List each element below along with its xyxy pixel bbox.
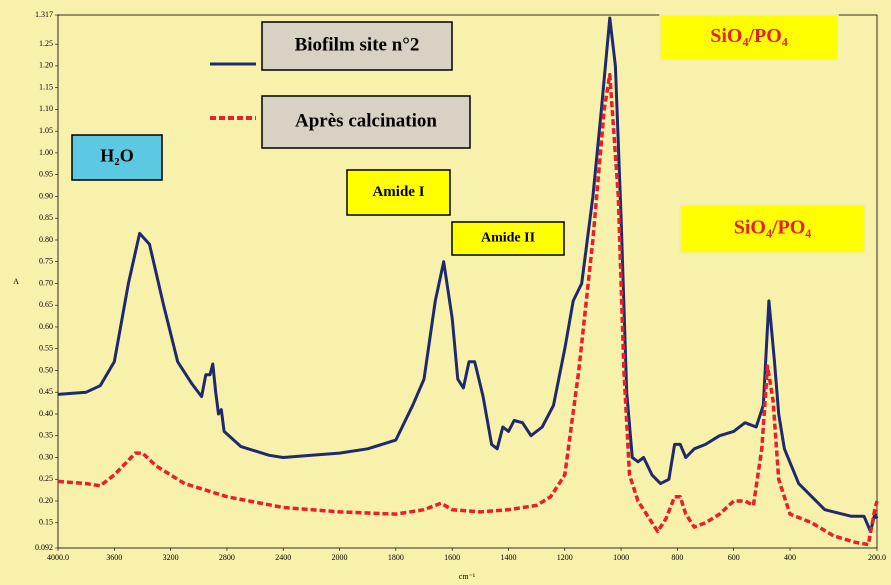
- x-tick-label: 400: [784, 553, 796, 562]
- x-axis-label: cm⁻¹: [459, 572, 476, 581]
- series-line: [57, 72, 879, 547]
- x-tick-label: 2800: [219, 553, 235, 562]
- annotation: SiO₄/PO₄: [734, 217, 812, 239]
- y-tick-label: 1.05: [39, 126, 53, 135]
- annotation-box: [346, 169, 451, 216]
- x-tick-label: 1000: [613, 553, 629, 562]
- annotation: H₂O: [100, 146, 133, 166]
- y-tick-label: 0.35: [39, 431, 53, 440]
- x-tick-label: 800: [671, 553, 683, 562]
- y-axis-label: A: [13, 277, 19, 286]
- y-tick-label: 0.15: [39, 518, 53, 527]
- y-tick-label: 0.85: [39, 213, 53, 222]
- y-tick-label: 0.80: [39, 235, 53, 244]
- y-tick-label: 0.45: [39, 387, 53, 396]
- y-tick-label: 0.20: [39, 496, 53, 505]
- x-tick-label: 600: [728, 553, 740, 562]
- annotation-box: [659, 14, 839, 61]
- y-tick-label: 0.60: [39, 322, 53, 331]
- y-tick-label: 0.55: [39, 344, 53, 353]
- y-tick-label: 0.65: [39, 300, 53, 309]
- x-tick-label: 2400: [275, 553, 291, 562]
- y-tick-label: 1.20: [39, 61, 53, 70]
- legend-box: [261, 21, 453, 71]
- x-tick-label: 1400: [500, 553, 516, 562]
- y-tick-label: 0.70: [39, 278, 53, 287]
- y-tick-label: 1.317: [35, 10, 53, 19]
- legend-label: Biofilm site n°2: [295, 34, 420, 55]
- y-tick-label: 1.25: [39, 39, 53, 48]
- x-tick-label: 4000.0: [47, 553, 69, 562]
- y-tick-label: 0.092: [35, 543, 53, 552]
- annotation-box: [451, 221, 565, 256]
- y-tick-label: 0.30: [39, 452, 53, 461]
- plot-area: [57, 14, 878, 549]
- legend-label: Après calcination: [295, 110, 437, 131]
- y-tick-label: 0.50: [39, 365, 53, 374]
- annotation: Amide I: [372, 184, 424, 200]
- annotation-box: [679, 204, 866, 254]
- y-tick-label: 1.15: [39, 82, 53, 91]
- y-tick-label: 0.75: [39, 257, 53, 266]
- x-tick-label: 2000: [332, 553, 348, 562]
- y-tick-label: 0.40: [39, 409, 53, 418]
- y-tick-label: 1.00: [39, 148, 53, 157]
- y-tick-label: 0.90: [39, 191, 53, 200]
- legend-box: [261, 95, 471, 149]
- y-tick-label: 0.95: [39, 170, 53, 179]
- series-line: [57, 16, 879, 533]
- annotation: Amide II: [481, 231, 535, 246]
- x-tick-label: 1800: [388, 553, 404, 562]
- annotation: SiO₄/PO₄: [710, 25, 788, 47]
- y-tick-label: 1.10: [39, 104, 53, 113]
- y-tick-label: 0.25: [39, 474, 53, 483]
- x-tick-label: 200.0: [868, 553, 886, 562]
- x-tick-label: 1600: [444, 553, 460, 562]
- x-tick-label: 3200: [163, 553, 179, 562]
- x-tick-label: 3600: [106, 553, 122, 562]
- annotation-box: [71, 134, 163, 181]
- x-tick-label: 1200: [557, 553, 573, 562]
